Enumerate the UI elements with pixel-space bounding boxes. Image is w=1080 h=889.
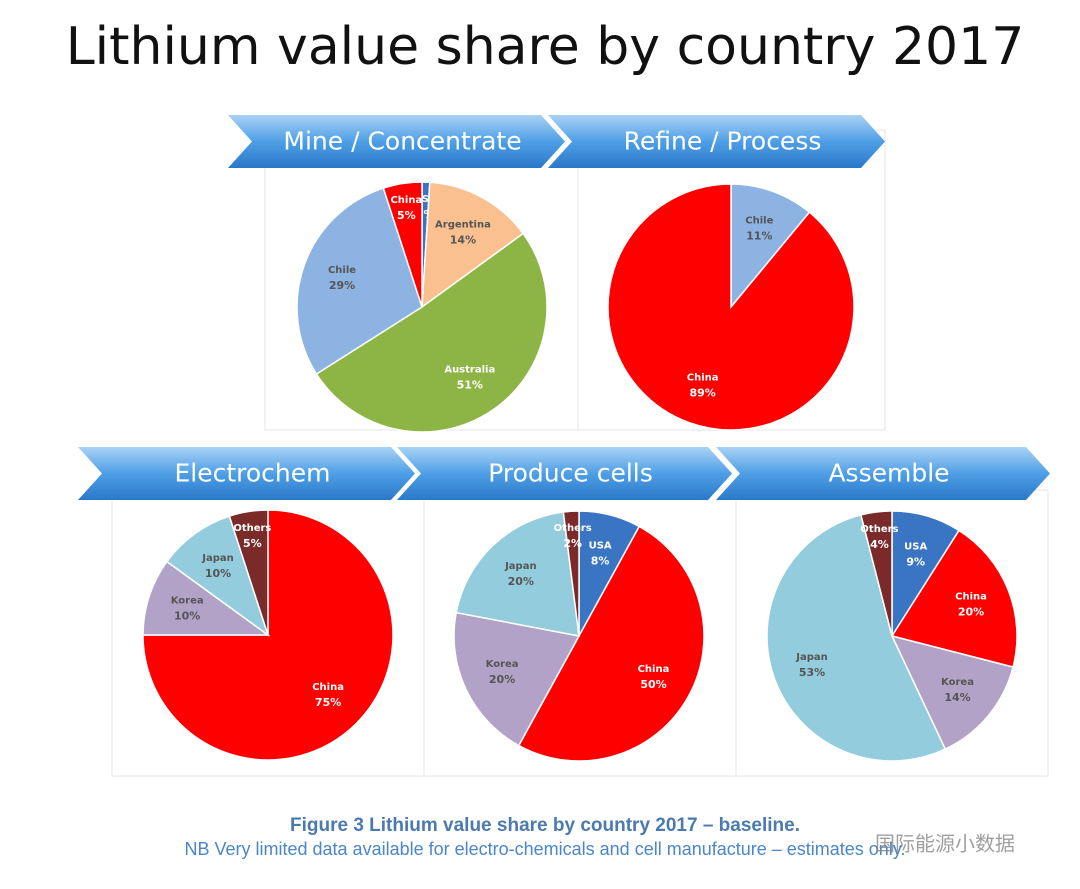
- slice-label: USA: [904, 541, 927, 552]
- slice-label: Japan: [504, 561, 537, 572]
- banner: [397, 447, 732, 500]
- chart-title: Refine / Process: [624, 127, 822, 156]
- slice-value: 20%: [508, 575, 534, 588]
- pie-slice: [890, 529, 1018, 668]
- slice-label: Chile: [328, 265, 356, 276]
- slice-label: Korea: [486, 659, 519, 670]
- pie-slice: [315, 232, 548, 433]
- slice-label: China: [312, 682, 344, 693]
- pie-slice: [382, 181, 423, 308]
- slice-value: 20%: [958, 606, 984, 619]
- note: NB Very limited data available for elect…: [184, 839, 905, 859]
- chart-title: Assemble: [828, 459, 949, 488]
- pie-slice: [421, 181, 525, 309]
- pie-slice: [890, 634, 1014, 751]
- slice-value: 75%: [315, 696, 341, 709]
- slice-value: 29%: [329, 279, 355, 292]
- pie-slice: [766, 514, 947, 762]
- slice-label: Argentina: [435, 220, 491, 231]
- slice-label: China: [687, 373, 719, 384]
- pie-slice: [730, 183, 811, 310]
- chart-title: Electrochem: [174, 459, 330, 488]
- slice-label: China: [638, 664, 670, 675]
- pie-slice: [165, 515, 270, 637]
- slice-value: 53%: [799, 666, 825, 679]
- pie-slice: [562, 510, 580, 637]
- slice-value: 2%: [563, 537, 582, 550]
- banner: [228, 115, 565, 168]
- pie-slice: [607, 183, 855, 431]
- slice-value: 10%: [174, 610, 200, 623]
- slice-label: Korea: [941, 677, 974, 688]
- slice-label: Korea: [171, 596, 204, 607]
- pie-slice: [860, 510, 893, 637]
- slice-label: Chile: [745, 215, 773, 226]
- pie-slice: [455, 511, 580, 637]
- chart-title: Mine / Concentrate: [283, 127, 521, 156]
- watermark: 国际能源小数据: [875, 832, 1015, 856]
- slice-value: 8%: [591, 555, 610, 568]
- slice-value: 14%: [450, 234, 476, 247]
- pie-slice: [517, 525, 705, 762]
- chart-title: Produce cells: [488, 459, 653, 488]
- banner: [548, 115, 885, 168]
- pie-slice: [142, 509, 394, 761]
- slice-label: Others: [554, 523, 592, 534]
- pie-slice: [296, 187, 423, 376]
- pie-slice: [142, 560, 271, 636]
- slice-value: 10%: [205, 567, 231, 580]
- slice-value: 5%: [243, 537, 262, 550]
- slice-label: Others: [860, 524, 898, 535]
- slice-label: Others: [233, 523, 271, 534]
- caption: Figure 3 Lithium value share by country …: [290, 815, 800, 836]
- slice-label: China: [955, 592, 987, 603]
- banner: [78, 447, 415, 500]
- slice-label: Australia: [444, 364, 495, 375]
- slice-label: USA: [589, 541, 612, 552]
- slice-label: Japan: [795, 652, 828, 663]
- slice-label: USA: [414, 194, 437, 205]
- pie-slice: [453, 611, 581, 747]
- slice-value: 5%: [397, 209, 416, 222]
- slice-value: 89%: [689, 387, 715, 400]
- slice-value: 14%: [944, 691, 970, 704]
- slice-value: 11%: [746, 229, 772, 242]
- slice-value: 20%: [489, 673, 515, 686]
- slice-label: Japan: [201, 553, 234, 564]
- slice-value: 4%: [870, 538, 889, 551]
- pie-slice: [228, 509, 269, 636]
- slice-value: 9%: [906, 555, 925, 568]
- page-title: Lithium value share by country 2017: [66, 17, 1025, 77]
- slice-label: China: [390, 195, 422, 206]
- slice-value: 50%: [640, 678, 666, 691]
- banner: [716, 447, 1050, 500]
- slice-value: 51%: [457, 378, 483, 391]
